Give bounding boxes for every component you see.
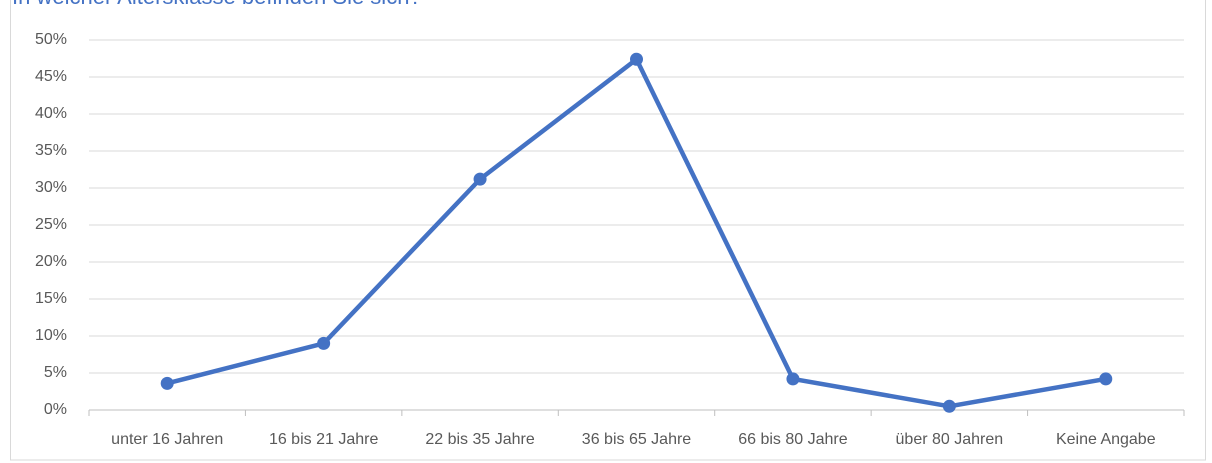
y-tick-label: 0% — [44, 401, 67, 418]
point — [1099, 372, 1113, 386]
x-tick-label: 36 bis 65 Jahre — [582, 431, 692, 448]
point — [786, 372, 800, 386]
y-tick-label: 30% — [35, 179, 67, 196]
y-tick-label: 5% — [44, 364, 67, 381]
y-tick-label: 15% — [35, 290, 67, 307]
x-tick-label: 22 bis 35 Jahre — [425, 431, 535, 448]
y-tick-label: 35% — [35, 142, 67, 159]
y-tick-label: 50% — [35, 31, 67, 48]
x-tick-label: über 80 Jahren — [896, 431, 1004, 448]
y-tick-label: 10% — [35, 327, 67, 344]
y-tick-label: 45% — [35, 68, 67, 85]
x-tick-label: Keine Angabe — [1056, 431, 1156, 448]
chart-title: In welcher Altersklasse befinden Sie sic… — [12, 0, 422, 9]
x-tick-label: unter 16 Jahren — [111, 431, 223, 448]
y-tick-label: 25% — [35, 216, 67, 233]
point — [630, 52, 643, 66]
y-tick-label: 40% — [35, 105, 67, 122]
x-tick-label: 16 bis 21 Jahre — [269, 431, 379, 448]
point — [317, 336, 331, 350]
point — [942, 399, 956, 413]
x-tick-label: 66 bis 80 Jahre — [738, 431, 848, 448]
point — [160, 376, 174, 390]
y-tick-label: 20% — [35, 253, 67, 270]
point — [473, 172, 487, 186]
